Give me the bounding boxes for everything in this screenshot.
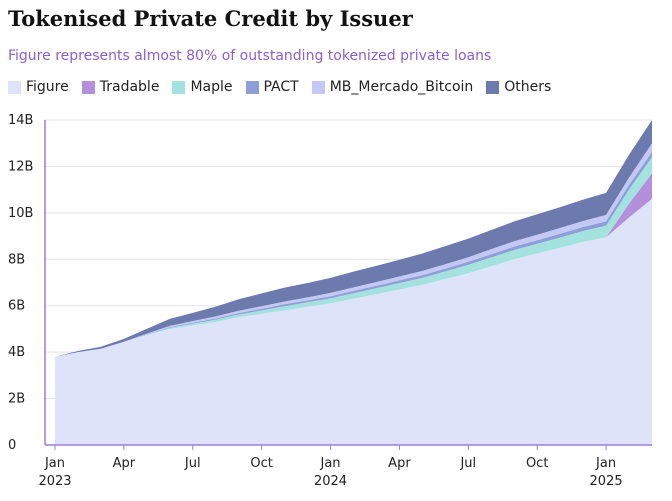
legend-item: PACT — [245, 79, 299, 95]
y-tick-label: 2B — [8, 392, 25, 407]
y-tick-label: 12B — [8, 159, 33, 174]
chart-subtitle: Figure represents almost 80% of outstand… — [8, 48, 492, 64]
area-layer — [55, 120, 652, 445]
y-tick-label: 4B — [8, 345, 25, 360]
legend-swatch — [81, 80, 95, 94]
x-tick-year-label: 2024 — [314, 474, 347, 489]
x-tick-label: Oct — [526, 456, 548, 471]
y-tick-label: 0 — [8, 438, 16, 453]
x-tick-label: Jan — [595, 456, 616, 471]
x-tick-label: Jan — [44, 456, 65, 471]
legend-label: Maple — [190, 79, 233, 95]
legend-label: MB_Mercado_Bitcoin — [329, 79, 474, 95]
axis-layer — [44, 120, 652, 450]
y-tick-label: 10B — [8, 206, 33, 221]
label-layer: 0 2B 4B 6B 8B 10B 12B 14B Jan 2023 Apr Jul Oct Jan 202… — [8, 113, 623, 489]
x-tick-label: Apr — [113, 456, 136, 471]
legend-label: PACT — [263, 79, 299, 95]
legend-label: Others — [504, 79, 552, 95]
legend: Figure Tradable Maple PACT MB_Mercado_Bitcoi… — [8, 79, 564, 95]
legend-swatch — [245, 80, 259, 94]
legend-swatch — [8, 80, 21, 94]
legend-swatch — [172, 80, 186, 94]
legend-item: Tradable — [81, 79, 160, 95]
x-tick-label: Apr — [388, 456, 411, 471]
legend-item: Others — [486, 79, 551, 95]
x-tick-label: Jul — [184, 456, 201, 471]
x-tick-label: Jan — [320, 456, 341, 471]
x-tick-year-label: 2025 — [590, 474, 623, 489]
x-tick-label: Oct — [250, 456, 272, 471]
x-tick-year-label: 2023 — [38, 474, 71, 489]
y-tick-label: 8B — [8, 252, 25, 267]
area-series-figure — [55, 198, 652, 445]
legend-swatch — [486, 80, 500, 94]
chart-title: Tokenised Private Credit by Issuer — [8, 6, 413, 31]
y-tick-label: 14B — [8, 113, 33, 128]
y-tick-label: 6B — [8, 299, 25, 314]
legend-item: Maple — [172, 79, 233, 95]
legend-label: Figure — [26, 79, 69, 95]
legend-swatch — [311, 80, 325, 94]
legend-item: MB_Mercado_Bitcoin — [311, 79, 474, 95]
legend-label: Tradable — [99, 79, 160, 95]
legend-item: Figure — [8, 79, 69, 95]
x-tick-label: Jul — [459, 456, 476, 471]
